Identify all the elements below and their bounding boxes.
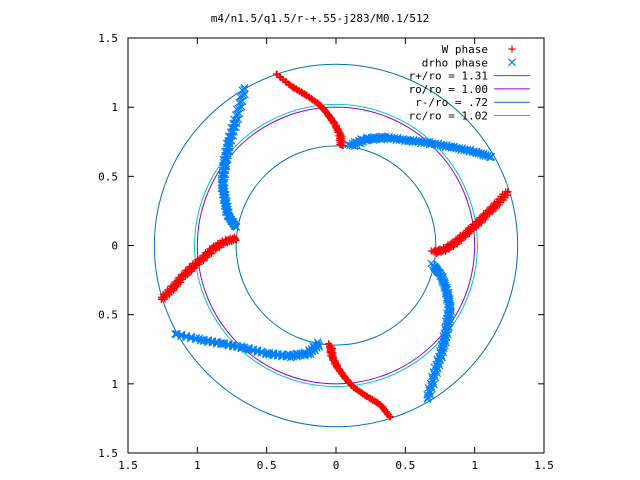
data-point <box>262 350 270 359</box>
x-tick-label: 0.5 <box>257 459 277 472</box>
data-point <box>253 348 262 357</box>
series-drho-phase <box>171 83 496 403</box>
data-point <box>196 336 205 345</box>
data-point <box>428 375 437 384</box>
data-point <box>447 142 456 151</box>
data-point <box>472 147 481 156</box>
circle-r0.72 <box>235 145 437 346</box>
data-point <box>481 151 490 159</box>
data-point <box>470 147 479 155</box>
data-point <box>423 395 432 403</box>
data-point <box>429 368 438 377</box>
data-point <box>240 85 248 94</box>
data-point <box>477 149 486 158</box>
data-point <box>171 330 180 338</box>
x-tick-label: 1 <box>194 459 201 472</box>
y-tick-label: 1.5 <box>98 32 118 45</box>
data-point <box>318 103 326 111</box>
data-point <box>177 332 186 341</box>
data-point <box>458 144 467 153</box>
x-tick-label: 1.5 <box>534 459 554 472</box>
data-point <box>424 393 432 402</box>
data-point <box>455 143 464 152</box>
data-point <box>386 413 394 421</box>
y-tick-label: 0.5 <box>98 170 118 183</box>
data-point <box>508 45 516 53</box>
data-point <box>240 83 249 92</box>
data-point <box>463 145 472 154</box>
data-point <box>186 334 195 343</box>
legend-label: W phase <box>442 43 488 56</box>
y-tick-label: 1.5 <box>98 447 118 460</box>
data-point <box>426 379 435 388</box>
x-tick-label: 1 <box>471 459 478 472</box>
data-point <box>346 380 354 388</box>
series-w-phase <box>157 70 512 421</box>
data-point <box>479 149 488 158</box>
chart-title: m4/n1.5/q1.5/r-+.55-j283/M0.1/512 <box>211 12 430 25</box>
data-point <box>158 295 166 303</box>
legend-label: r-/ro = .72 <box>415 96 488 109</box>
data-point <box>306 350 315 359</box>
x-tick-label: 0.5 <box>395 459 415 472</box>
y-tick-label: 1 <box>111 101 118 114</box>
data-point <box>487 153 496 161</box>
data-point <box>427 372 436 381</box>
data-point <box>157 295 165 303</box>
y-tick-label: 1 <box>111 378 118 391</box>
data-point <box>272 70 280 78</box>
axes: 1.5 1 0.5 0 0.5 1 1.51.510.500.511.5 <box>98 32 554 472</box>
circle-r1 <box>196 106 476 385</box>
data-point <box>175 274 183 282</box>
x-tick-label: 1.5 <box>118 459 138 472</box>
plot-area <box>153 63 519 428</box>
data-point <box>424 383 433 392</box>
data-point <box>508 58 516 67</box>
legend-label: rc/ro = 1.02 <box>409 110 488 123</box>
legend-label: drho phase <box>422 56 488 69</box>
x-tick-label: 0 <box>333 459 340 472</box>
legend-label: r+/ro = 1.31 <box>409 70 488 83</box>
y-tick-label: 0 <box>111 240 118 253</box>
data-point <box>273 71 281 79</box>
data-point <box>425 386 434 395</box>
data-point <box>503 188 511 196</box>
data-point <box>450 142 459 151</box>
data-point <box>172 330 181 339</box>
circle-r1.02 <box>194 103 478 388</box>
data-point <box>232 119 241 128</box>
legend-label: ro/ro = 1.00 <box>409 83 488 96</box>
circle-r1.31 <box>153 63 519 428</box>
data-point <box>504 188 512 196</box>
data-point <box>171 278 179 286</box>
y-tick-label: 0.5 <box>98 309 118 322</box>
